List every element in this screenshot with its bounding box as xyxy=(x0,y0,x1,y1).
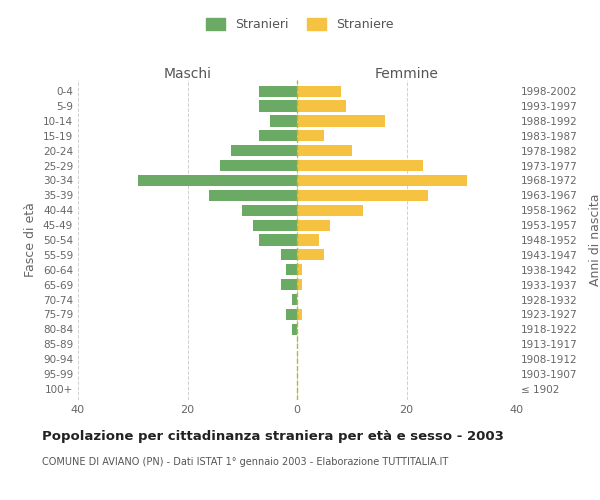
Bar xyxy=(297,204,362,216)
Bar xyxy=(259,234,297,246)
Bar xyxy=(259,86,297,96)
Bar xyxy=(297,190,428,201)
Y-axis label: Anni di nascita: Anni di nascita xyxy=(589,194,600,286)
Bar xyxy=(232,145,297,156)
Bar xyxy=(297,250,325,260)
Bar xyxy=(297,116,385,126)
Bar xyxy=(297,234,319,246)
Text: Popolazione per cittadinanza straniera per età e sesso - 2003: Popolazione per cittadinanza straniera p… xyxy=(42,430,504,443)
Bar xyxy=(297,86,341,96)
Bar xyxy=(286,264,297,276)
Y-axis label: Fasce di età: Fasce di età xyxy=(25,202,37,278)
Bar xyxy=(259,100,297,112)
Bar xyxy=(209,190,297,201)
Bar xyxy=(220,160,297,171)
Bar xyxy=(297,220,330,230)
Legend: Stranieri, Straniere: Stranieri, Straniere xyxy=(200,11,400,38)
Bar xyxy=(297,145,352,156)
Bar xyxy=(297,100,346,112)
Bar xyxy=(297,130,325,141)
Text: COMUNE DI AVIANO (PN) - Dati ISTAT 1° gennaio 2003 - Elaborazione TUTTITALIA.IT: COMUNE DI AVIANO (PN) - Dati ISTAT 1° ge… xyxy=(42,457,448,467)
Bar xyxy=(138,175,297,186)
Bar xyxy=(292,324,297,335)
Bar xyxy=(242,204,297,216)
Bar xyxy=(259,130,297,141)
Bar xyxy=(297,175,467,186)
Bar xyxy=(281,279,297,290)
Bar xyxy=(292,294,297,305)
Bar xyxy=(286,309,297,320)
Bar xyxy=(297,160,423,171)
Text: Maschi: Maschi xyxy=(163,66,212,80)
Bar xyxy=(281,250,297,260)
Bar xyxy=(297,279,302,290)
Bar xyxy=(297,264,302,276)
Text: Femmine: Femmine xyxy=(374,66,439,80)
Bar xyxy=(253,220,297,230)
Bar xyxy=(297,309,302,320)
Bar xyxy=(269,116,297,126)
